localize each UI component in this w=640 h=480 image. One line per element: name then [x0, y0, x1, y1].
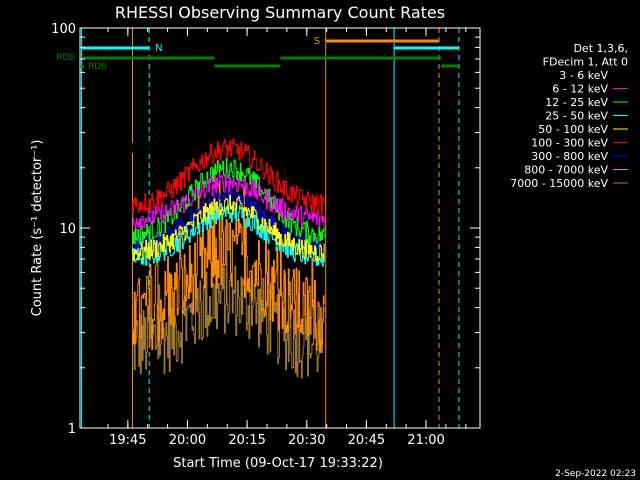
legend-label: 7000 - 15000 keV — [510, 177, 608, 190]
x-tick-label: 20:30 — [288, 433, 325, 448]
flag-label: S — [314, 36, 320, 47]
vertical-markers — [81, 28, 460, 428]
flag-marker — [81, 65, 84, 68]
timestamp: 2-Sep-2022 02:23 — [555, 469, 636, 479]
legend-label: 800 - 7000 keV — [524, 164, 608, 177]
y-axis-label: Count Rate (s⁻¹ detector⁻¹) — [30, 140, 45, 317]
flag-label: N — [155, 43, 162, 54]
legend-label: 300 - 800 keV — [531, 150, 608, 163]
series-line — [131, 180, 325, 353]
legend-label: 6 - 12 keV — [552, 83, 608, 96]
x-tick-label: 21:00 — [407, 433, 444, 448]
legend-label: 100 - 300 keV — [531, 137, 608, 150]
y-tick-label: 100 — [51, 22, 76, 37]
series-line — [131, 194, 325, 262]
flag-label: RD6 — [88, 62, 107, 72]
x-axis-label: Start Time (09-Oct-17 19:33:22) — [173, 456, 383, 471]
x-tick-label: 19:45 — [109, 433, 146, 448]
series-layer — [131, 109, 325, 379]
x-tick-label: 20:00 — [169, 433, 206, 448]
flag-label: RD0 — [56, 53, 75, 63]
series-line — [131, 138, 325, 215]
axis-ticks: 19:45 20:00 20:15 20:30 20:45 21:00 1 10 100 — [51, 22, 480, 448]
legend-header: Det 1,3,6, — [573, 42, 628, 55]
flag-bars: N S RD0 RD6 — [56, 36, 459, 72]
legend-header: FDecim 1, Att 0 — [543, 56, 628, 69]
x-tick-label: 20:15 — [228, 433, 265, 448]
legend-label: 12 - 25 keV — [545, 96, 608, 109]
y-tick-label: 10 — [59, 222, 76, 237]
chart-title: RHESSI Observing Summary Count Rates — [115, 3, 445, 22]
legend-label: 25 - 50 keV — [545, 110, 608, 123]
series-line — [131, 109, 325, 161]
x-tick-label: 20:45 — [348, 433, 385, 448]
series-line — [131, 218, 325, 379]
series-line — [131, 172, 325, 230]
legend-label: 50 - 100 keV — [538, 123, 608, 136]
y-tick-label: 1 — [68, 422, 76, 437]
legend-label: 3 - 6 keV — [559, 69, 608, 82]
